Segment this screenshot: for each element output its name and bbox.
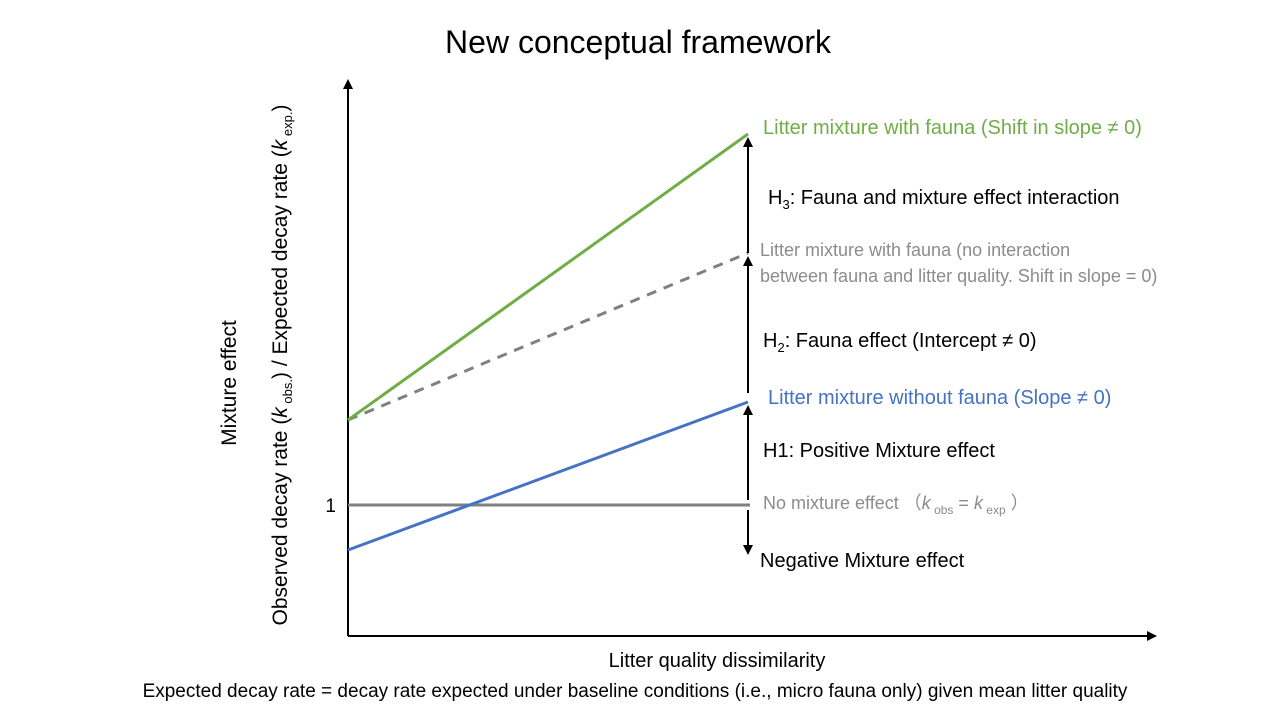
no-mixture-effect-label: No mixture effect （k obs = k exp ） <box>763 493 1029 517</box>
h1-label: H1: Positive Mixture effect <box>763 440 995 462</box>
green-line-with-fauna <box>347 132 749 422</box>
green-line-label: Litter mixture with fauna (Shift in slop… <box>763 117 1142 139</box>
x-axis-label: Litter quality dissimilarity <box>609 650 826 672</box>
blue-line-without-fauna <box>347 400 749 552</box>
blue-line-label: Litter mixture without fauna (Slope ≠ 0) <box>768 387 1111 409</box>
h2-label: H2: Fauna effect (Intercept ≠ 0) <box>763 330 1037 355</box>
h3-label: H3: Fauna and mixture effect interaction <box>768 187 1120 212</box>
dashed-line-label-2: between fauna and litter quality. Shift … <box>760 266 1157 286</box>
y-axis-label-line1: Mixture effect <box>218 320 241 446</box>
dashed-line-label-1: Litter mixture with fauna (no interactio… <box>760 240 1070 260</box>
y-tick-one: 1 <box>325 496 336 517</box>
dashed-line-no-interaction <box>347 251 749 422</box>
negative-mixture-label: Negative Mixture effect <box>760 550 965 572</box>
y-axis-label-line2: Observed decay rate (k obs.) / Expected … <box>269 105 295 626</box>
footnote: Expected decay rate = decay rate expecte… <box>143 681 1128 702</box>
diagram-title: New conceptual framework <box>445 24 832 60</box>
